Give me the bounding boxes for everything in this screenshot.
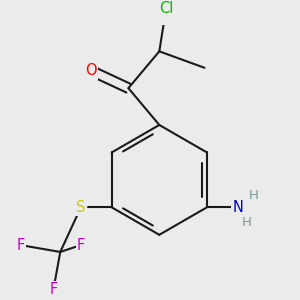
- Text: F: F: [17, 238, 25, 253]
- Text: N: N: [232, 200, 243, 215]
- Text: F: F: [77, 238, 85, 253]
- Text: H: H: [242, 216, 251, 229]
- Text: S: S: [76, 200, 86, 215]
- Text: F: F: [49, 282, 58, 297]
- Text: O: O: [85, 63, 97, 78]
- Text: H: H: [248, 189, 258, 202]
- Text: Cl: Cl: [159, 1, 173, 16]
